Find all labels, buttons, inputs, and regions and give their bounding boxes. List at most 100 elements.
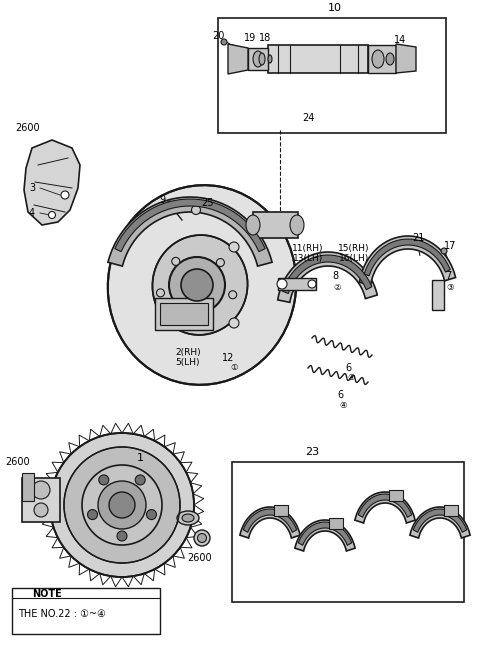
- Circle shape: [109, 492, 135, 518]
- Polygon shape: [360, 236, 456, 284]
- Text: 20: 20: [212, 31, 224, 41]
- Circle shape: [87, 509, 97, 520]
- Text: 2(RH): 2(RH): [175, 347, 201, 356]
- Circle shape: [117, 531, 127, 541]
- Polygon shape: [278, 252, 377, 303]
- Ellipse shape: [177, 511, 199, 525]
- Text: 9: 9: [159, 195, 165, 205]
- Text: 7: 7: [445, 271, 451, 281]
- Circle shape: [181, 269, 213, 301]
- Bar: [268, 45, 368, 73]
- Ellipse shape: [253, 51, 263, 67]
- Bar: [432, 280, 444, 310]
- Text: 2600: 2600: [6, 457, 30, 467]
- Circle shape: [64, 447, 180, 563]
- Bar: [22, 473, 34, 501]
- Bar: [232, 462, 464, 602]
- Polygon shape: [444, 505, 458, 516]
- Polygon shape: [364, 239, 450, 276]
- Ellipse shape: [153, 235, 248, 335]
- Text: 21: 21: [412, 233, 424, 243]
- Circle shape: [167, 201, 173, 207]
- Ellipse shape: [197, 533, 206, 542]
- Text: ①: ①: [230, 364, 238, 373]
- Polygon shape: [283, 255, 372, 294]
- Text: ④: ④: [339, 400, 347, 410]
- Text: 6: 6: [345, 363, 351, 373]
- Circle shape: [192, 205, 201, 214]
- Text: 10: 10: [328, 3, 342, 13]
- Circle shape: [441, 248, 447, 254]
- Text: 8: 8: [332, 271, 338, 281]
- Polygon shape: [24, 140, 80, 225]
- Text: 14: 14: [394, 35, 406, 45]
- Text: 24: 24: [302, 113, 314, 123]
- Circle shape: [98, 481, 146, 529]
- Polygon shape: [295, 520, 355, 551]
- Polygon shape: [396, 44, 416, 73]
- Text: 6: 6: [337, 390, 343, 400]
- Circle shape: [228, 291, 237, 299]
- Text: 11(RH): 11(RH): [292, 244, 324, 253]
- Polygon shape: [274, 505, 288, 516]
- Polygon shape: [413, 509, 467, 532]
- Ellipse shape: [108, 185, 296, 385]
- Circle shape: [48, 211, 56, 218]
- Bar: [22, 478, 60, 522]
- Circle shape: [216, 259, 224, 266]
- Ellipse shape: [194, 530, 210, 546]
- Polygon shape: [389, 490, 403, 501]
- Ellipse shape: [182, 514, 194, 522]
- Circle shape: [34, 503, 48, 517]
- Ellipse shape: [259, 53, 265, 65]
- Bar: [248, 48, 268, 70]
- Ellipse shape: [246, 215, 260, 235]
- Text: 19: 19: [244, 33, 256, 43]
- Text: ④: ④: [347, 373, 355, 382]
- Circle shape: [156, 289, 165, 297]
- Text: 5(LH): 5(LH): [176, 358, 200, 367]
- Circle shape: [146, 509, 156, 520]
- Text: 25: 25: [202, 198, 214, 208]
- Circle shape: [221, 39, 227, 45]
- Text: NOTE: NOTE: [32, 589, 62, 599]
- Circle shape: [61, 191, 69, 199]
- Ellipse shape: [290, 215, 304, 235]
- Polygon shape: [115, 199, 265, 251]
- Circle shape: [82, 465, 162, 545]
- Text: 1: 1: [136, 453, 144, 463]
- Polygon shape: [240, 507, 300, 538]
- Text: ③: ③: [446, 284, 454, 292]
- Text: 17: 17: [444, 241, 456, 251]
- Text: THE NO.22 : ①~④: THE NO.22 : ①~④: [18, 609, 106, 619]
- Text: ②: ②: [333, 283, 341, 292]
- Text: 13(LH): 13(LH): [293, 253, 323, 262]
- Circle shape: [50, 433, 194, 577]
- Ellipse shape: [268, 55, 272, 63]
- Polygon shape: [228, 44, 248, 74]
- Bar: [368, 45, 396, 73]
- Ellipse shape: [372, 50, 384, 68]
- Text: 16(LH): 16(LH): [339, 253, 369, 262]
- Circle shape: [32, 481, 50, 499]
- Circle shape: [192, 310, 200, 318]
- Circle shape: [169, 257, 225, 313]
- Bar: [253, 212, 298, 238]
- Text: 2600: 2600: [16, 123, 40, 133]
- Text: 18: 18: [259, 33, 271, 43]
- Polygon shape: [410, 507, 470, 538]
- Bar: [12, 588, 160, 634]
- Circle shape: [99, 475, 109, 485]
- Text: 23: 23: [305, 447, 319, 457]
- Bar: [160, 303, 208, 325]
- Bar: [218, 18, 446, 133]
- Text: 3: 3: [29, 183, 35, 193]
- Polygon shape: [355, 492, 415, 523]
- Text: 2600: 2600: [188, 553, 212, 563]
- Polygon shape: [358, 494, 412, 517]
- Bar: [278, 278, 316, 290]
- Bar: [155, 298, 213, 330]
- Circle shape: [172, 257, 180, 266]
- Polygon shape: [243, 509, 297, 532]
- Text: 4: 4: [29, 208, 35, 218]
